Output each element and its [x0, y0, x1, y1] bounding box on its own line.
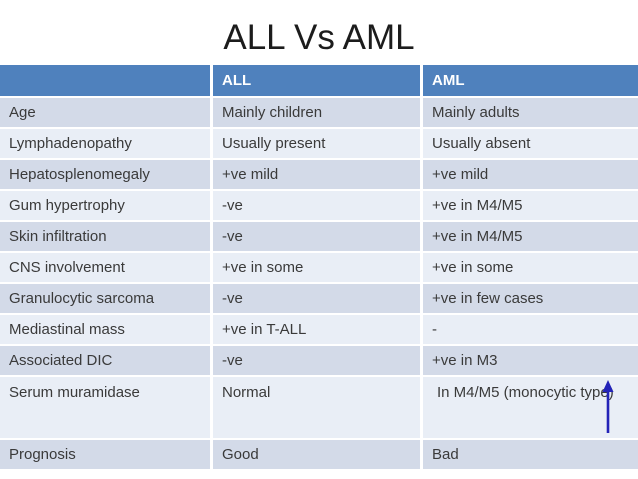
aml-cell: +ve in M4/M5 [423, 222, 638, 253]
all-cell: +ve in some [213, 253, 423, 284]
row-label: Granulocytic sarcoma [0, 284, 213, 315]
row-label: Lymphadenopathy [0, 129, 213, 160]
aml-cell: +ve in some [423, 253, 638, 284]
header-cell-aml: AML [423, 65, 638, 98]
aml-cell: +ve in M4/M5 [423, 191, 638, 222]
aml-cell: +ve in M3 [423, 346, 638, 377]
all-cell: -ve [213, 346, 423, 377]
row-label: Serum muramidase [0, 377, 213, 440]
header-cell-feature [0, 65, 213, 98]
row-label: Skin infiltration [0, 222, 213, 253]
all-cell: -ve [213, 284, 423, 315]
table-row: Hepatosplenomegaly +ve mild +ve mild [0, 160, 638, 191]
row-label: Associated DIC [0, 346, 213, 377]
aml-cell: Usually absent [423, 129, 638, 160]
all-cell: Mainly children [213, 98, 423, 129]
aml-cell: +ve in few cases [423, 284, 638, 315]
table-row: CNS involvement +ve in some +ve in some [0, 253, 638, 284]
row-label: Age [0, 98, 213, 129]
row-label: Hepatosplenomegaly [0, 160, 213, 191]
table-row: Prognosis Good Bad [0, 440, 638, 471]
aml-cell: - [423, 315, 638, 346]
table-row: Serum muramidase Normal In M4/M5 (monocy… [0, 377, 638, 440]
all-cell: +ve in T-ALL [213, 315, 423, 346]
aml-cell: In M4/M5 (monocytic type) [423, 377, 638, 440]
aml-cell: Bad [423, 440, 638, 471]
all-cell: +ve mild [213, 160, 423, 191]
header-row: ALL AML [0, 65, 638, 98]
all-cell: -ve [213, 222, 423, 253]
all-cell: -ve [213, 191, 423, 222]
row-label: Prognosis [0, 440, 213, 471]
all-cell: Good [213, 440, 423, 471]
aml-cell: Mainly adults [423, 98, 638, 129]
comparison-table: ALL AML Age Mainly children Mainly adult… [0, 65, 638, 471]
all-cell: Normal [213, 377, 423, 440]
table-row: Granulocytic sarcoma -ve +ve in few case… [0, 284, 638, 315]
table-row: Lymphadenopathy Usually present Usually … [0, 129, 638, 160]
header-cell-all: ALL [213, 65, 423, 98]
slide-title: ALL Vs AML [223, 18, 415, 57]
row-label: Gum hypertrophy [0, 191, 213, 222]
row-label: CNS involvement [0, 253, 213, 284]
row-label: Mediastinal mass [0, 315, 213, 346]
table-row: Mediastinal mass +ve in T-ALL - [0, 315, 638, 346]
table-row: Skin infiltration -ve +ve in M4/M5 [0, 222, 638, 253]
table-row: Gum hypertrophy -ve +ve in M4/M5 [0, 191, 638, 222]
aml-cell: +ve mild [423, 160, 638, 191]
all-cell: Usually present [213, 129, 423, 160]
table-row: Associated DIC -ve +ve in M3 [0, 346, 638, 377]
table-row: Age Mainly children Mainly adults [0, 98, 638, 129]
